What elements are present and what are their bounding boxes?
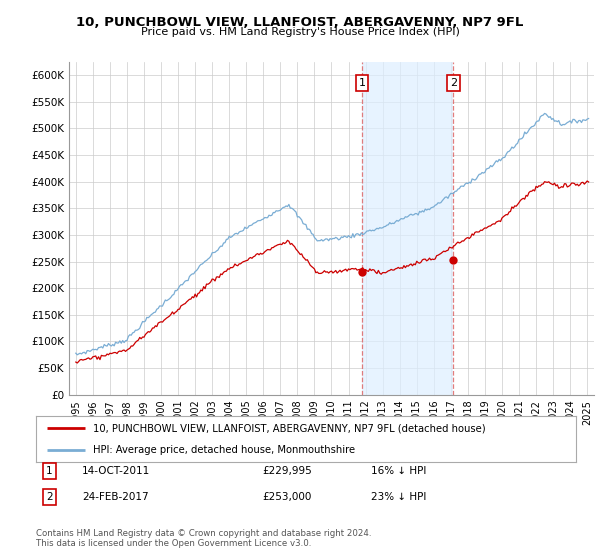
- Text: HPI: Average price, detached house, Monmouthshire: HPI: Average price, detached house, Monm…: [92, 445, 355, 455]
- Text: 23% ↓ HPI: 23% ↓ HPI: [371, 492, 426, 502]
- Text: Price paid vs. HM Land Registry's House Price Index (HPI): Price paid vs. HM Land Registry's House …: [140, 27, 460, 38]
- Text: 2: 2: [46, 492, 53, 502]
- Text: Contains HM Land Registry data © Crown copyright and database right 2024.: Contains HM Land Registry data © Crown c…: [36, 529, 371, 538]
- Text: 24-FEB-2017: 24-FEB-2017: [82, 492, 149, 502]
- Text: 1: 1: [359, 78, 365, 88]
- Text: £253,000: £253,000: [263, 492, 312, 502]
- Text: 10, PUNCHBOWL VIEW, LLANFOIST, ABERGAVENNY, NP7 9FL (detached house): 10, PUNCHBOWL VIEW, LLANFOIST, ABERGAVEN…: [92, 423, 485, 433]
- Text: 2: 2: [450, 78, 457, 88]
- Text: 16% ↓ HPI: 16% ↓ HPI: [371, 466, 426, 476]
- Bar: [362, 62, 454, 395]
- Text: 1: 1: [46, 466, 53, 476]
- Text: £229,995: £229,995: [263, 466, 313, 476]
- Text: 10, PUNCHBOWL VIEW, LLANFOIST, ABERGAVENNY, NP7 9FL: 10, PUNCHBOWL VIEW, LLANFOIST, ABERGAVEN…: [76, 16, 524, 29]
- Text: This data is licensed under the Open Government Licence v3.0.: This data is licensed under the Open Gov…: [36, 539, 311, 548]
- Text: 14-OCT-2011: 14-OCT-2011: [82, 466, 150, 476]
